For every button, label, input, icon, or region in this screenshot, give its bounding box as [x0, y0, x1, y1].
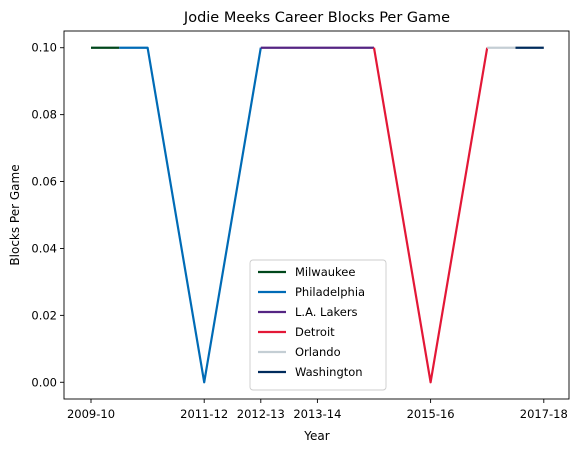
y-tick-label: 0.10 [31, 41, 57, 55]
legend-label-orlando: Orlando [295, 345, 341, 359]
legend: Milwaukee Philadelphia L.A. Lakers Detroit O… [249, 259, 387, 391]
legend-label-washington: Washington [295, 365, 363, 379]
x-tick-label: 2017-18 [520, 407, 568, 421]
series-line-detroit [372, 47, 489, 384]
y-tick-label: 0.04 [31, 241, 57, 255]
chart-title: Jodie Meeks Career Blocks Per Game [183, 10, 450, 26]
x-tick-label: 2012-13 [237, 407, 285, 421]
axes: 0.00 0.02 0.04 0.06 0.08 0.10 2009-10 2011-12 20… [31, 30, 570, 421]
x-tick-label: 2011-12 [180, 407, 228, 421]
y-tick-label: 0.06 [31, 175, 57, 189]
legend-label-detroit: Detroit [295, 325, 335, 339]
legend-label-philadelphia: Philadelphia [295, 285, 365, 299]
y-tick-label: 0.08 [31, 108, 57, 122]
y-tick-label: 0.02 [31, 308, 57, 322]
series-line-philadelphia [119, 46, 262, 384]
legend-label-l-a-lakers: L.A. Lakers [295, 305, 358, 319]
legend-label-milwaukee: Milwaukee [295, 265, 355, 279]
x-axis-label: Year [303, 429, 329, 443]
plot-frame [63, 30, 570, 400]
x-tick-label: 2015-16 [407, 407, 455, 421]
x-tick-label: 2013-14 [293, 407, 341, 421]
x-tick-label: 2009-10 [67, 407, 115, 421]
y-tick-label: 0.00 [31, 375, 57, 389]
plot-area [91, 46, 544, 384]
y-axis-label: Blocks Per Game [8, 164, 22, 265]
